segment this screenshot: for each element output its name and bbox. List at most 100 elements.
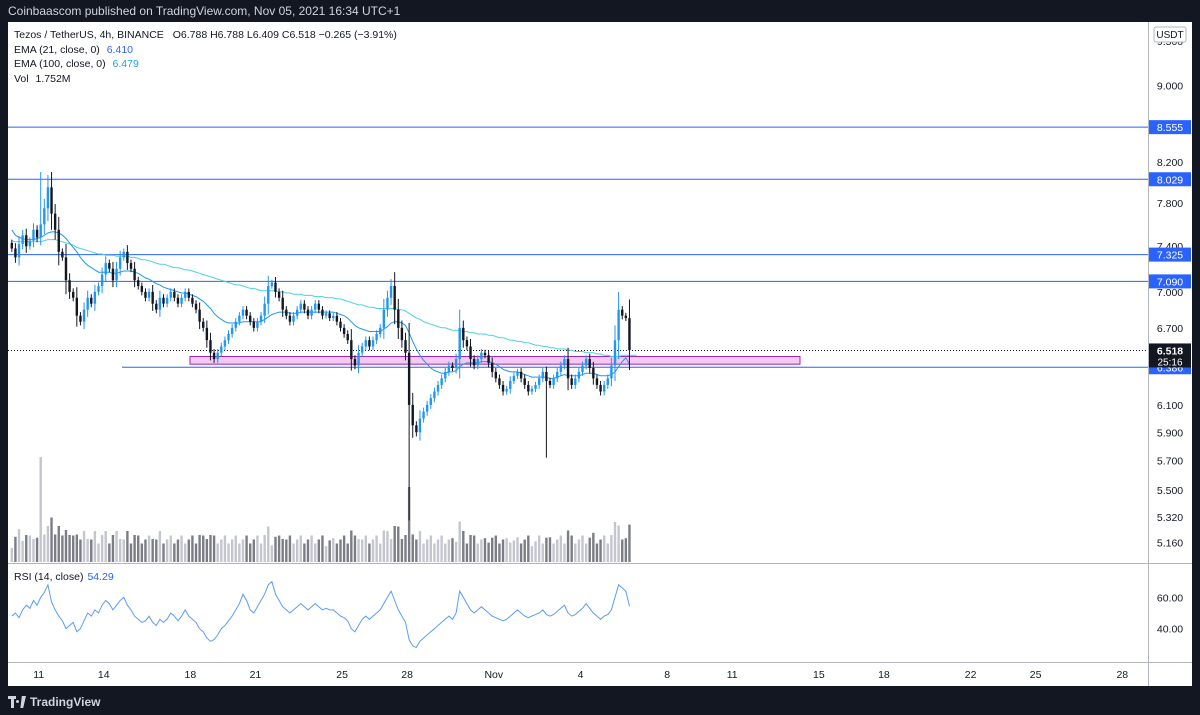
tradingview-logo-icon [8,696,26,708]
volume-bar [144,539,147,562]
volume-bar [433,543,436,562]
candle-body [187,291,190,298]
time-scale[interactable] [8,662,1192,686]
candle-body [10,242,14,249]
candle-body [137,280,140,287]
x-tick-label: 18 [185,669,197,681]
horizontal-levels[interactable] [8,126,1148,368]
legend-ema100-row: EMA (100, close, 0) 6.479 [14,57,397,72]
rsi-polyline [11,580,630,649]
y-tick-label: 5.160 [1157,537,1183,549]
y-tick-label: 5.700 [1157,456,1183,468]
volume-bar [259,543,263,562]
volume-bar [53,534,57,562]
y-tick-label: 5.320 [1157,512,1183,524]
candle-body [303,303,306,310]
volume-bar [451,538,454,562]
volume-bar [613,522,617,562]
volume-bar [57,526,60,562]
candle-body [451,365,454,369]
x-tick-label: 8 [664,669,670,681]
volume-bar [447,539,451,562]
volume-bar [111,535,115,562]
candle-body [68,280,71,292]
volume-bar [97,543,100,562]
tradingview-logo[interactable]: TradingView [8,695,100,709]
candle-body [97,286,100,292]
volume-bar [530,546,534,562]
candle-body [498,378,501,385]
volume-bar [86,539,89,562]
candle-body [155,303,158,310]
candle-body [613,340,617,366]
volume-bars [10,457,631,562]
volume-bar [404,535,407,562]
volume-bar [375,535,378,562]
volume-bar [169,535,172,562]
volume-bar [480,539,483,562]
candle-body [147,291,151,298]
price-pane[interactable] [8,22,1148,563]
volume-bar [389,539,393,562]
candle-body [346,333,349,341]
x-tick-label: 15 [813,669,825,681]
volume-bar [230,539,234,562]
main-legend: Tezos / TetherUS, 4h, BINANCE O6.788 H6.… [14,28,397,86]
candle-body [357,352,360,366]
candle-body [415,425,418,433]
candle-body [14,248,17,258]
candle-body [118,257,122,269]
candle-body [183,291,187,298]
price-scale[interactable] [1148,22,1192,662]
rsi-label: RSI (14, close) [14,571,84,583]
volume-bar [46,526,50,562]
support-zone[interactable] [189,356,801,365]
x-tick-labels: 11 14 18 21 25 28 Nov 4 8 11 15 18 22 25 28 [33,669,1128,681]
volume-bar [321,535,324,562]
volume-bar [176,539,180,562]
volume-bar [429,535,432,562]
level-label-box [1149,274,1191,289]
x-tick-label: 28 [1116,669,1128,681]
candle-body [436,384,440,392]
volume-bar [476,543,479,562]
candle-body [328,313,331,319]
candle-body [245,309,248,316]
volume-bar [397,526,400,562]
volume-bar [425,539,429,562]
ema-lines [11,229,637,379]
candle-body [379,327,382,334]
volume-bar [519,543,523,562]
candle-body [274,282,277,292]
volume-bar [386,531,389,562]
currency-text: USDT [1156,30,1183,41]
candle-body [216,352,219,360]
volume-bar [21,540,24,562]
volume-bar [534,541,537,562]
volume-bar [187,539,190,562]
volume-bar [335,543,339,562]
x-tick-label: 25 [336,669,348,681]
y-tick-label: 5.500 [1157,485,1183,497]
volume-bar [90,539,93,562]
candle-body [234,321,237,328]
rsi-pane[interactable] [8,564,1148,662]
level-label-box [1149,172,1191,187]
legend-vol-row: Vol 1.752M [14,72,397,87]
candle-body [93,291,97,304]
footer-bar: TradingView [0,690,1200,715]
volume-bar [118,539,122,562]
x-tick-label: 28 [401,669,413,681]
volume-bar [17,529,21,562]
volume-bar [588,537,591,562]
candle-body [610,365,613,379]
volume-bar [162,543,165,562]
volume-bar [64,530,68,562]
candle-body [574,378,577,385]
rsi-tick-label: 60.00 [1157,592,1183,604]
y-tick-label: 7.800 [1157,198,1183,210]
candle-body [534,384,537,389]
volume-bar [527,535,530,562]
volume-bar [248,543,252,562]
